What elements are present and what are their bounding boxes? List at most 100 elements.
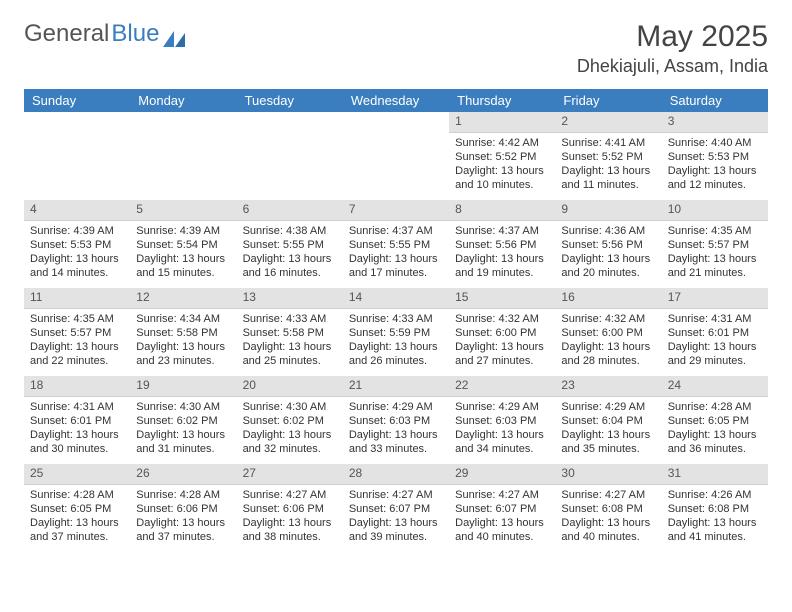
day-number: 20 xyxy=(237,376,343,397)
sunrise-text: Sunrise: 4:40 AM xyxy=(668,136,762,150)
day-number: 4 xyxy=(24,200,130,221)
sunset-text: Sunset: 5:53 PM xyxy=(668,150,762,164)
sunset-text: Sunset: 5:55 PM xyxy=(349,238,443,252)
calendar-cell: 15Sunrise: 4:32 AMSunset: 6:00 PMDayligh… xyxy=(449,288,555,376)
sunset-text: Sunset: 5:56 PM xyxy=(455,238,549,252)
daylight-text: Daylight: 13 hours and 22 minutes. xyxy=(30,340,124,369)
sunset-text: Sunset: 6:06 PM xyxy=(243,502,337,516)
sunset-text: Sunset: 6:05 PM xyxy=(30,502,124,516)
calendar-cell: 12Sunrise: 4:34 AMSunset: 5:58 PMDayligh… xyxy=(130,288,236,376)
daylight-text: Daylight: 13 hours and 31 minutes. xyxy=(136,428,230,457)
daylight-text: Daylight: 13 hours and 30 minutes. xyxy=(30,428,124,457)
sunrise-text: Sunrise: 4:37 AM xyxy=(455,224,549,238)
sunset-text: Sunset: 5:59 PM xyxy=(349,326,443,340)
calendar-week-row: 25Sunrise: 4:28 AMSunset: 6:05 PMDayligh… xyxy=(24,464,768,552)
day-number: 12 xyxy=(130,288,236,309)
day-number: 7 xyxy=(343,200,449,221)
day-body: Sunrise: 4:31 AMSunset: 6:01 PMDaylight:… xyxy=(24,397,130,461)
sunrise-text: Sunrise: 4:28 AM xyxy=(30,488,124,502)
sunrise-text: Sunrise: 4:37 AM xyxy=(349,224,443,238)
day-number: 16 xyxy=(555,288,661,309)
day-number: 28 xyxy=(343,464,449,485)
sunrise-text: Sunrise: 4:39 AM xyxy=(30,224,124,238)
sunrise-text: Sunrise: 4:31 AM xyxy=(668,312,762,326)
daylight-text: Daylight: 13 hours and 19 minutes. xyxy=(455,252,549,281)
day-body: Sunrise: 4:27 AMSunset: 6:06 PMDaylight:… xyxy=(237,485,343,549)
day-body: Sunrise: 4:27 AMSunset: 6:07 PMDaylight:… xyxy=(449,485,555,549)
day-body: Sunrise: 4:37 AMSunset: 5:55 PMDaylight:… xyxy=(343,221,449,285)
day-header-row: SundayMondayTuesdayWednesdayThursdayFrid… xyxy=(24,89,768,112)
sunrise-text: Sunrise: 4:27 AM xyxy=(561,488,655,502)
calendar-cell: 29Sunrise: 4:27 AMSunset: 6:07 PMDayligh… xyxy=(449,464,555,552)
sunset-text: Sunset: 6:01 PM xyxy=(30,414,124,428)
day-number: 30 xyxy=(555,464,661,485)
day-number: 29 xyxy=(449,464,555,485)
daylight-text: Daylight: 13 hours and 12 minutes. xyxy=(668,164,762,193)
daylight-text: Daylight: 13 hours and 23 minutes. xyxy=(136,340,230,369)
day-header: Friday xyxy=(555,89,661,112)
location-text: Dhekiajuli, Assam, India xyxy=(577,56,768,77)
sunset-text: Sunset: 6:01 PM xyxy=(668,326,762,340)
day-body: Sunrise: 4:35 AMSunset: 5:57 PMDaylight:… xyxy=(24,309,130,373)
day-number: 15 xyxy=(449,288,555,309)
day-body: Sunrise: 4:30 AMSunset: 6:02 PMDaylight:… xyxy=(237,397,343,461)
calendar-cell: 1Sunrise: 4:42 AMSunset: 5:52 PMDaylight… xyxy=(449,112,555,200)
sunrise-text: Sunrise: 4:28 AM xyxy=(136,488,230,502)
sunset-text: Sunset: 5:55 PM xyxy=(243,238,337,252)
sunrise-text: Sunrise: 4:27 AM xyxy=(243,488,337,502)
calendar-cell: 22Sunrise: 4:29 AMSunset: 6:03 PMDayligh… xyxy=(449,376,555,464)
daylight-text: Daylight: 13 hours and 37 minutes. xyxy=(30,516,124,545)
day-body: Sunrise: 4:28 AMSunset: 6:05 PMDaylight:… xyxy=(662,397,768,461)
day-number: 25 xyxy=(24,464,130,485)
sunrise-text: Sunrise: 4:36 AM xyxy=(561,224,655,238)
calendar-cell: 9Sunrise: 4:36 AMSunset: 5:56 PMDaylight… xyxy=(555,200,661,288)
day-number: 6 xyxy=(237,200,343,221)
day-body: Sunrise: 4:31 AMSunset: 6:01 PMDaylight:… xyxy=(662,309,768,373)
sunrise-text: Sunrise: 4:31 AM xyxy=(30,400,124,414)
daylight-text: Daylight: 13 hours and 16 minutes. xyxy=(243,252,337,281)
sunrise-text: Sunrise: 4:39 AM xyxy=(136,224,230,238)
day-header: Saturday xyxy=(662,89,768,112)
day-number: 13 xyxy=(237,288,343,309)
day-body: Sunrise: 4:28 AMSunset: 6:05 PMDaylight:… xyxy=(24,485,130,549)
day-number: 26 xyxy=(130,464,236,485)
day-number: 11 xyxy=(24,288,130,309)
day-body: Sunrise: 4:40 AMSunset: 5:53 PMDaylight:… xyxy=(662,133,768,197)
calendar-body: 1Sunrise: 4:42 AMSunset: 5:52 PMDaylight… xyxy=(24,112,768,552)
day-number: 14 xyxy=(343,288,449,309)
sunrise-text: Sunrise: 4:26 AM xyxy=(668,488,762,502)
sunrise-text: Sunrise: 4:27 AM xyxy=(349,488,443,502)
day-body: Sunrise: 4:29 AMSunset: 6:04 PMDaylight:… xyxy=(555,397,661,461)
calendar-cell: 4Sunrise: 4:39 AMSunset: 5:53 PMDaylight… xyxy=(24,200,130,288)
calendar-cell: 13Sunrise: 4:33 AMSunset: 5:58 PMDayligh… xyxy=(237,288,343,376)
daylight-text: Daylight: 13 hours and 29 minutes. xyxy=(668,340,762,369)
sunrise-text: Sunrise: 4:29 AM xyxy=(349,400,443,414)
logo-sail-icon xyxy=(163,26,185,42)
day-body: Sunrise: 4:34 AMSunset: 5:58 PMDaylight:… xyxy=(130,309,236,373)
calendar-cell: 24Sunrise: 4:28 AMSunset: 6:05 PMDayligh… xyxy=(662,376,768,464)
day-body: Sunrise: 4:26 AMSunset: 6:08 PMDaylight:… xyxy=(662,485,768,549)
day-number: 31 xyxy=(662,464,768,485)
sunset-text: Sunset: 5:57 PM xyxy=(30,326,124,340)
day-number: 5 xyxy=(130,200,236,221)
sunset-text: Sunset: 5:52 PM xyxy=(561,150,655,164)
sunset-text: Sunset: 5:54 PM xyxy=(136,238,230,252)
daylight-text: Daylight: 13 hours and 38 minutes. xyxy=(243,516,337,545)
daylight-text: Daylight: 13 hours and 10 minutes. xyxy=(455,164,549,193)
calendar-cell: 3Sunrise: 4:40 AMSunset: 5:53 PMDaylight… xyxy=(662,112,768,200)
daylight-text: Daylight: 13 hours and 37 minutes. xyxy=(136,516,230,545)
sunrise-text: Sunrise: 4:32 AM xyxy=(561,312,655,326)
sunset-text: Sunset: 6:03 PM xyxy=(455,414,549,428)
day-body: Sunrise: 4:39 AMSunset: 5:53 PMDaylight:… xyxy=(24,221,130,285)
calendar-cell: 14Sunrise: 4:33 AMSunset: 5:59 PMDayligh… xyxy=(343,288,449,376)
calendar-cell xyxy=(237,112,343,200)
sunrise-text: Sunrise: 4:28 AM xyxy=(668,400,762,414)
calendar-cell: 8Sunrise: 4:37 AMSunset: 5:56 PMDaylight… xyxy=(449,200,555,288)
sunrise-text: Sunrise: 4:27 AM xyxy=(455,488,549,502)
page-header: GeneralBlue May 2025 Dhekiajuli, Assam, … xyxy=(24,20,768,77)
day-body: Sunrise: 4:35 AMSunset: 5:57 PMDaylight:… xyxy=(662,221,768,285)
daylight-text: Daylight: 13 hours and 15 minutes. xyxy=(136,252,230,281)
sunrise-text: Sunrise: 4:33 AM xyxy=(349,312,443,326)
calendar-cell xyxy=(343,112,449,200)
sunset-text: Sunset: 6:00 PM xyxy=(561,326,655,340)
